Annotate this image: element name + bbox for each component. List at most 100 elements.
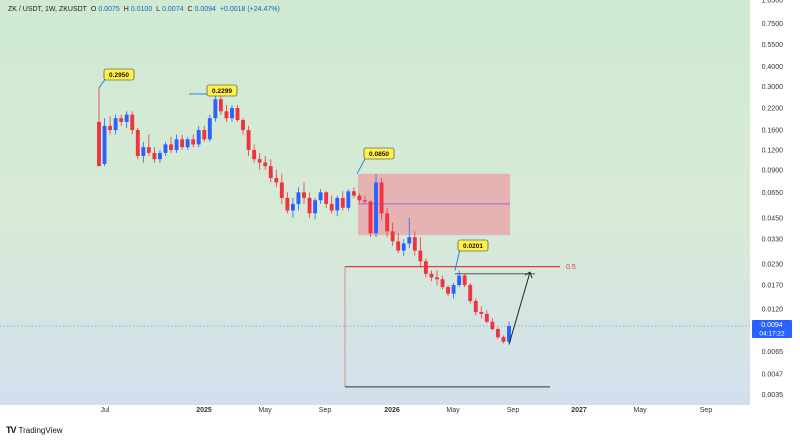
tradingview-logo-text: TradingView (18, 425, 63, 435)
candle-body[interactable] (113, 118, 118, 131)
candle-body[interactable] (169, 144, 173, 150)
y-tick-label: 0.0035 (762, 392, 784, 399)
candle-body[interactable] (329, 203, 334, 211)
candle-body[interactable] (435, 277, 439, 280)
candle-body[interactable] (174, 139, 179, 150)
candle-body[interactable] (290, 203, 295, 211)
candle-body[interactable] (390, 231, 395, 242)
candle-body[interactable] (235, 108, 240, 121)
x-tick-label: Jul (101, 407, 110, 414)
candle-body[interactable] (141, 147, 146, 156)
candle-body[interactable] (440, 279, 445, 288)
y-tick-label: 0.0900 (762, 167, 784, 174)
candle-body[interactable] (196, 130, 201, 145)
x-tick-label: Sep (700, 407, 713, 414)
candle-body[interactable] (135, 130, 140, 156)
candle-body[interactable] (180, 139, 185, 148)
candle-body[interactable] (207, 118, 212, 140)
candle-body[interactable] (363, 200, 367, 202)
candle-body[interactable] (218, 99, 223, 112)
candle-body[interactable] (241, 120, 245, 131)
close-label: C (187, 6, 193, 13)
tradingview-logo[interactable]: TV TradingView (6, 425, 63, 435)
candle-body[interactable] (230, 108, 234, 119)
candle-body[interactable] (401, 243, 406, 251)
price-tag-value: 0.0094 (761, 322, 783, 329)
candle-body[interactable] (213, 99, 218, 119)
low-value: 0.0074 (162, 6, 184, 13)
candle-body[interactable] (379, 182, 384, 214)
candle-body[interactable] (102, 125, 107, 164)
candle-body[interactable] (351, 191, 356, 196)
candle-body[interactable] (191, 139, 196, 145)
candle-body[interactable] (185, 139, 190, 148)
candle-body[interactable] (412, 237, 417, 251)
candle-body[interactable] (285, 197, 290, 211)
candle-body[interactable] (396, 241, 401, 251)
candle-body[interactable] (324, 192, 329, 204)
candle-body[interactable] (202, 130, 207, 140)
y-tick-label: 0.0065 (762, 349, 784, 356)
candle-body[interactable] (462, 275, 467, 286)
candle-body[interactable] (423, 261, 428, 274)
candle-body[interactable] (158, 152, 162, 160)
high-label: H (123, 6, 129, 13)
candle-body[interactable] (495, 329, 500, 338)
candle-body[interactable] (307, 197, 312, 214)
candle-body[interactable] (501, 337, 506, 342)
candle-body[interactable] (468, 285, 473, 302)
candle-body[interactable] (368, 201, 373, 234)
callout-box[interactable] (457, 239, 489, 252)
callout-box[interactable] (103, 68, 135, 81)
price-tag-countdown: 04:17:22 (759, 331, 785, 338)
candle-body[interactable] (479, 312, 484, 314)
candle-body[interactable] (340, 197, 345, 208)
candle-body[interactable] (507, 326, 511, 342)
candle-body[interactable] (124, 114, 129, 122)
candle-body[interactable] (263, 162, 268, 167)
low-label: L (156, 6, 161, 13)
candle-body[interactable] (490, 321, 495, 330)
candle-body[interactable] (446, 287, 450, 294)
open-label: O (90, 6, 97, 13)
projection-arrow[interactable] (508, 271, 531, 345)
open-value: 0.0075 (98, 6, 120, 13)
candle-body[interactable] (346, 191, 351, 208)
candle-body[interactable] (257, 159, 262, 163)
y-tick-label: 0.1600 (762, 128, 784, 135)
candle-body[interactable] (429, 273, 434, 278)
callout-box[interactable] (206, 84, 238, 97)
candle-body[interactable] (418, 250, 423, 262)
callout-box[interactable] (363, 147, 395, 160)
candle-body[interactable] (407, 237, 412, 244)
candle-body[interactable] (119, 118, 124, 122)
candle-body[interactable] (302, 192, 306, 198)
candle-body[interactable] (313, 200, 318, 214)
candle-body[interactable] (97, 121, 101, 167)
candle-body[interactable] (296, 192, 301, 204)
candle-body[interactable] (279, 182, 284, 198)
candle-body[interactable] (357, 195, 362, 201)
candle-body[interactable] (152, 152, 157, 160)
candle-body[interactable] (374, 182, 378, 234)
candle-body[interactable] (335, 197, 340, 211)
candle-body[interactable] (473, 301, 478, 313)
candle-body[interactable] (385, 213, 390, 232)
candle-body[interactable] (318, 192, 323, 201)
close-value: 0.0094 (194, 6, 216, 13)
candle-body[interactable] (108, 125, 113, 131)
candle-body[interactable] (274, 177, 279, 183)
candle-body[interactable] (484, 313, 489, 322)
candle-body[interactable] (252, 149, 257, 160)
candle-body[interactable] (457, 275, 462, 286)
candle-body[interactable] (163, 144, 168, 153)
y-tick-label: 1.0500 (762, 0, 784, 5)
candle-body[interactable] (246, 130, 251, 150)
symbol-label[interactable]: ZK / USDT, 1W, ZKUSDT (8, 6, 87, 13)
candle-body[interactable] (451, 285, 456, 294)
candle-body[interactable] (146, 147, 151, 153)
candle-body[interactable] (268, 166, 273, 178)
candle-body[interactable] (130, 114, 135, 131)
candle-body[interactable] (224, 111, 229, 119)
